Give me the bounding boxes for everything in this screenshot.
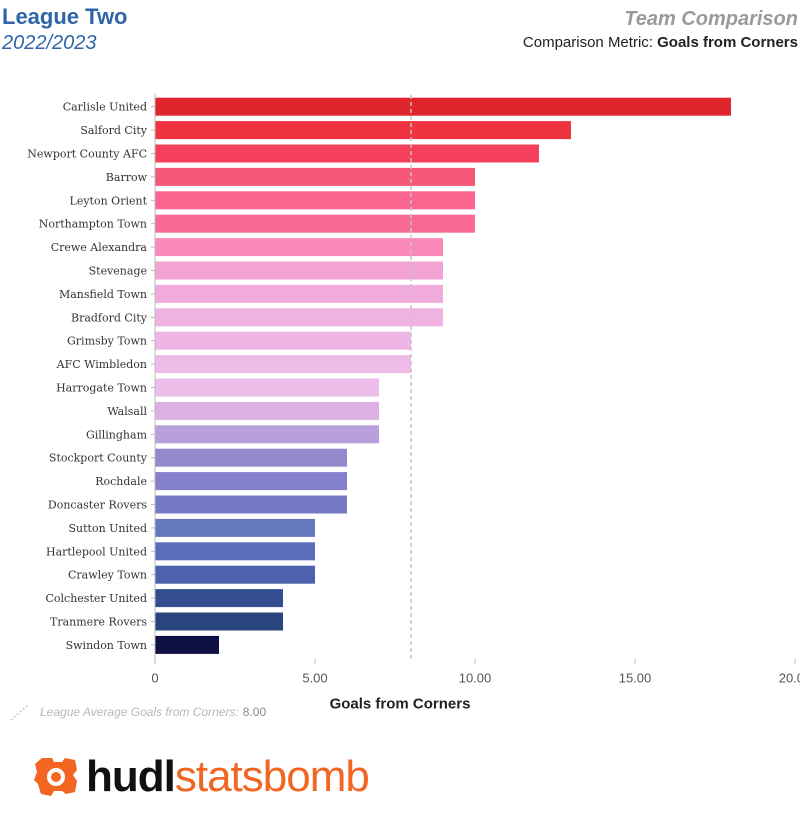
y-tick-label: AFC Wimbledon <box>56 358 147 371</box>
y-tick-label: Tranmere Rovers <box>50 616 147 629</box>
y-tick-label: Gillingham <box>86 428 148 441</box>
logo-word-hudl: hudl <box>86 752 176 801</box>
header-left: League Two 2022/2023 <box>2 4 128 56</box>
y-tick-label: Crewe Alexandra <box>51 241 148 254</box>
x-axis-label: Goals from Corners <box>330 696 471 710</box>
bar <box>155 191 475 210</box>
comparison-metric: Comparison Metric: Goals from Corners <box>523 32 798 54</box>
y-tick-label: Newport County AFC <box>27 148 147 161</box>
bar <box>155 144 539 163</box>
bar <box>155 448 347 467</box>
y-tick-label: Walsall <box>107 405 147 418</box>
average-legend-label: League Average Goals from Corners: <box>40 705 239 719</box>
y-tick-label: Grimsby Town <box>67 335 147 348</box>
bar <box>155 378 379 397</box>
x-tick-label: 15.00 <box>619 671 652 686</box>
statsbomb-logo-icon <box>34 758 77 796</box>
bar <box>155 167 475 186</box>
y-tick-label: Hartlepool United <box>46 545 147 558</box>
bar <box>155 612 283 631</box>
hudl-statsbomb-logo: hudlstatsbomb <box>32 752 370 802</box>
season-label: 2022/2023 <box>2 32 97 54</box>
comparison-title: Team Comparison <box>624 8 798 30</box>
average-line-icon <box>10 703 30 721</box>
bar <box>155 284 443 303</box>
y-tick-label: Mansfield Town <box>59 288 147 301</box>
bar <box>155 238 443 257</box>
average-legend-value: 8.00 <box>242 705 267 719</box>
bar <box>155 495 347 514</box>
bar <box>155 97 731 116</box>
league-title: League Two <box>2 4 128 29</box>
y-tick-label: Harrogate Town <box>56 382 147 395</box>
x-tick-label: 20.00 <box>779 671 800 686</box>
y-tick-label: Sutton United <box>68 522 147 535</box>
bar <box>155 214 475 233</box>
x-tick-label: 10.00 <box>459 671 492 686</box>
bar <box>155 565 315 584</box>
y-tick-label: Doncaster Rovers <box>48 499 147 512</box>
bar <box>155 121 571 140</box>
bar <box>155 635 219 654</box>
average-legend: League Average Goals from Corners: 8.00 <box>10 702 266 722</box>
logo-word-statsbomb: statsbomb <box>174 752 370 801</box>
bar <box>155 542 315 561</box>
y-tick-label: Bradford City <box>71 311 148 324</box>
x-tick-label: 0 <box>151 671 158 686</box>
y-tick-label: Barrow <box>106 171 148 184</box>
y-tick-label: Rochdale <box>95 475 147 488</box>
y-tick-label: Stevenage <box>89 265 147 278</box>
bar <box>155 589 283 608</box>
bar <box>155 472 347 491</box>
metric-name: Goals from Corners <box>657 34 798 51</box>
bar <box>155 401 379 420</box>
bar-chart: Carlisle United Salford City Newport Count… <box>27 93 800 710</box>
y-tick-label: Salford City <box>80 124 147 137</box>
logo-wordmark: hudlstatsbomb <box>86 752 370 802</box>
metric-prefix: Comparison Metric: <box>522 34 653 51</box>
y-tick-label: Colchester United <box>46 592 148 605</box>
y-tick-label: Carlisle United <box>63 101 147 114</box>
header-right: Team Comparison Comparison Metric: Goals… <box>523 6 798 54</box>
bar <box>155 261 443 280</box>
y-tick-label: Crawley Town <box>68 569 147 582</box>
bar <box>155 425 379 444</box>
y-tick-label: Northampton Town <box>39 218 147 231</box>
x-tick-label: 5.00 <box>302 671 327 686</box>
y-tick-label: Leyton Orient <box>70 194 148 207</box>
bar <box>155 355 411 374</box>
bar <box>155 518 315 537</box>
y-tick-label: Swindon Town <box>66 639 147 652</box>
bar <box>155 308 443 327</box>
y-tick-label: Stockport County <box>49 452 148 465</box>
bar <box>155 331 411 350</box>
